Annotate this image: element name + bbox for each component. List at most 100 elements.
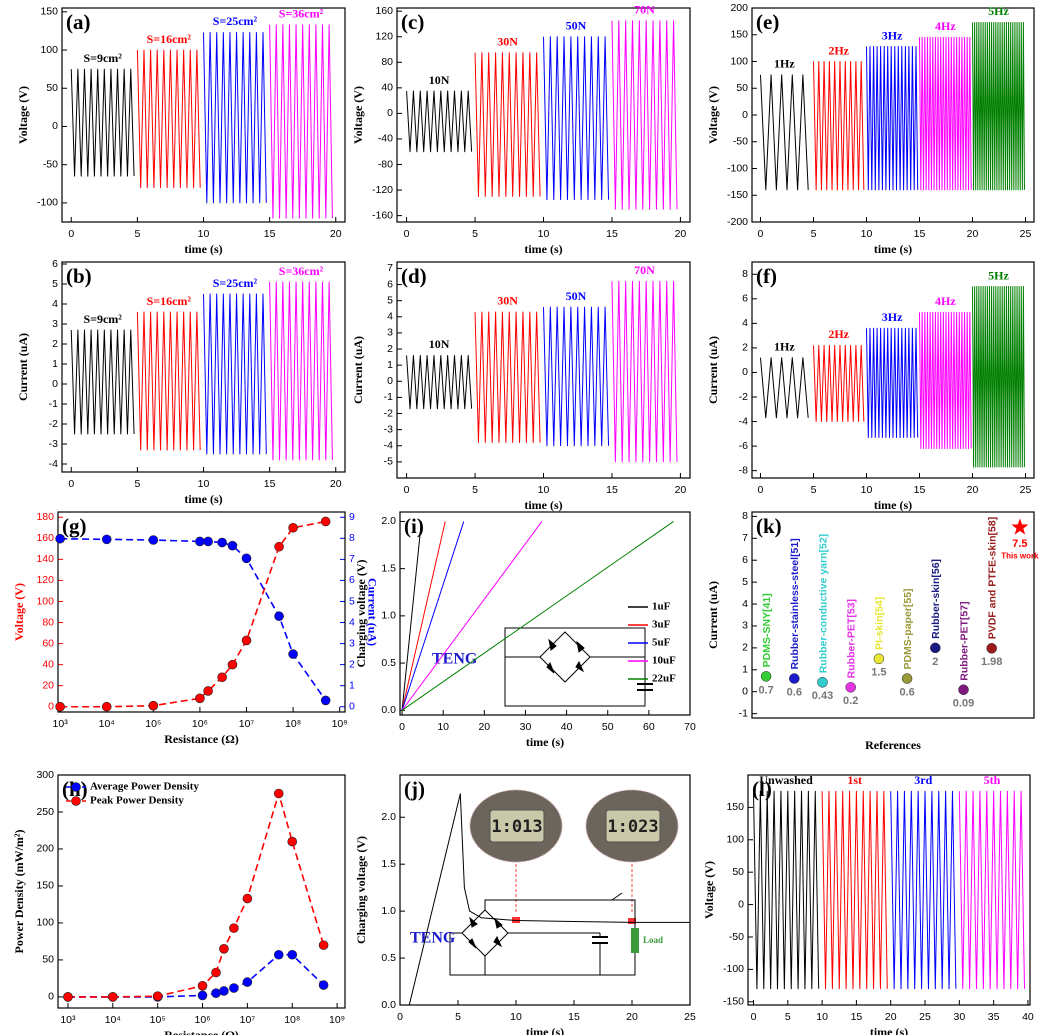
y-tick-label: -2 [739, 391, 748, 403]
page: TENG 1:013 1:023 Load TENG 05101520-100-… [0, 0, 1044, 1035]
category-label: PDMS-SNY[41] [761, 593, 773, 667]
data-point [198, 981, 207, 990]
y-tick-label: -2 [384, 407, 393, 419]
x-tick-label: 40 [561, 721, 573, 733]
y-axis-label: Current (uA) [351, 336, 365, 404]
y-tick-label: 100 [36, 595, 54, 607]
series-label: 3Hz [882, 28, 903, 42]
data-point [274, 950, 283, 959]
x-tick-label: 5 [134, 228, 140, 240]
series-line [204, 32, 267, 202]
x-tick-label: 10 [861, 228, 873, 240]
y-tick-label: 5 [742, 576, 748, 588]
series-label: S=16cm² [147, 294, 192, 308]
x-tick-label: 10⁴ [99, 718, 115, 730]
y-tick-label: 2.0 [381, 811, 396, 823]
series-line [813, 345, 863, 421]
x-tick-label: 5 [785, 1011, 791, 1023]
category-label: Rubber-conductive yarn[52] [817, 534, 829, 673]
data-point [289, 523, 298, 532]
legend-marker [72, 797, 81, 806]
x-tick-label: 10⁹ [329, 1014, 345, 1026]
data-point [930, 643, 940, 653]
x-tick-label: 0 [751, 1011, 757, 1023]
legend-label: Peak Power Density [90, 795, 184, 807]
data-point [243, 978, 252, 987]
y-tick-label: 160 [36, 532, 54, 544]
series-label: 3rd [914, 773, 932, 787]
y-tick-label: 4 [742, 317, 748, 329]
x-tick-label: 0 [758, 484, 764, 496]
series-line [920, 312, 972, 448]
y-tick-label: 6 [52, 258, 58, 270]
x-tick-label: 15 [568, 1011, 580, 1023]
y-tick-label: -50 [729, 931, 744, 943]
series-line [204, 294, 267, 454]
y-tick-label: -4 [384, 440, 393, 452]
y-tick-label: 5 [387, 294, 393, 306]
y-tick-label: 2.0 [381, 515, 396, 527]
data-point [229, 984, 238, 993]
data-point [56, 534, 65, 543]
y-tick-label: 160 [375, 5, 393, 17]
x-tick-label: 25 [1020, 228, 1032, 240]
data-point [761, 671, 771, 681]
x-tick-label: 0 [404, 228, 410, 240]
series-line [60, 521, 326, 706]
data-point [959, 685, 969, 695]
y-axis-label: Charging voltage (V) [354, 836, 368, 944]
circuit-inset-i [505, 628, 653, 706]
y-tick-label: 100 [726, 834, 744, 846]
y-tick-label: 0.0 [381, 999, 396, 1011]
x-tick-label: 5 [811, 228, 817, 240]
y-tick-label: -120 [372, 184, 393, 196]
load-label: Load [643, 935, 663, 945]
data-point [321, 696, 330, 705]
x-tick-label: 40 [1022, 1011, 1034, 1023]
data-point [153, 992, 162, 1001]
x-tick-label: 15 [264, 228, 276, 240]
data-point [274, 789, 283, 798]
category-label: Rubber-PET[53] [845, 599, 857, 678]
series-line [959, 791, 1024, 989]
category-label: Rubber-stainless-steel[51] [789, 538, 801, 669]
y-tick-label: 6 [742, 293, 748, 305]
value-label: 1.5 [871, 667, 886, 679]
x-tick-label: 5 [472, 228, 478, 240]
y-tick-label: 140 [36, 553, 54, 565]
y-axis-label: Current (uA) [706, 581, 720, 649]
data-point [56, 702, 65, 711]
data-point [108, 992, 117, 1001]
bridge [540, 632, 590, 682]
y-tick-label: -2 [49, 418, 58, 430]
y-tick-label: 150 [36, 880, 54, 892]
category-label: Rubber-skin[56] [930, 559, 942, 639]
y-tick-label: 0 [387, 107, 393, 119]
data-point [218, 673, 227, 682]
x-tick-label: 10 [510, 1011, 522, 1023]
series-line [753, 791, 818, 989]
y-tick-label: 50 [46, 82, 58, 94]
y-tick-label: 0 [52, 378, 58, 390]
data-point [228, 541, 237, 550]
series-line [402, 521, 673, 710]
circuit-inset-j [450, 893, 635, 975]
x-tick-label: 5 [811, 484, 817, 496]
y-tick-label: -50 [43, 158, 58, 170]
circuit-wire [600, 953, 635, 975]
panel-label: (d) [401, 264, 427, 288]
y-tick-label: 50 [736, 82, 748, 94]
y-tick-label: 100 [36, 917, 54, 929]
legend-label: 5uF [652, 637, 671, 649]
panel-label: (j) [404, 777, 425, 801]
series-line [867, 47, 918, 190]
series-line [475, 312, 540, 443]
series-label: 70N [634, 3, 655, 17]
x-tick-label: 10³ [53, 718, 69, 730]
y-axis-label: Charging voltage (V) [354, 560, 368, 668]
panel-label: (a) [66, 10, 91, 34]
x-tick-label: 20 [675, 484, 687, 496]
x-axis-label: References [865, 738, 921, 752]
series-line [973, 22, 1025, 189]
data-point [321, 517, 330, 526]
